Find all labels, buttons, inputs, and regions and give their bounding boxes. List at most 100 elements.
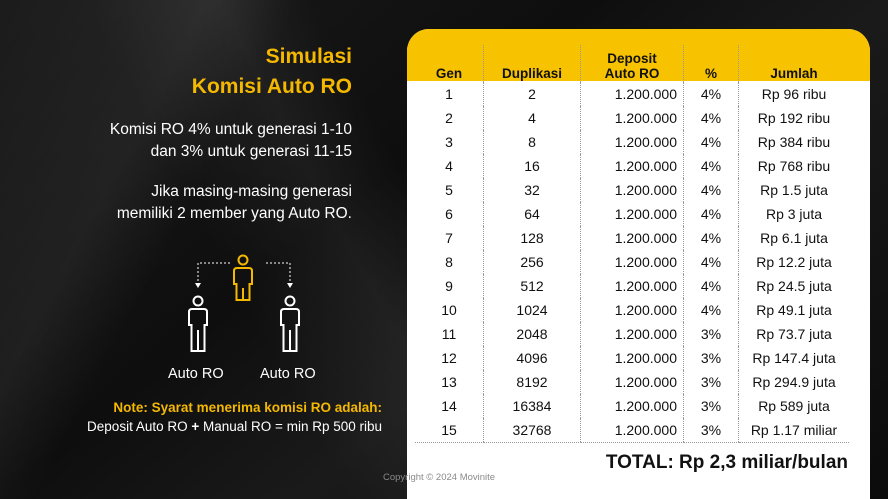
scenario-line-1: Jika masing-masing generasi (151, 183, 352, 200)
cell-percent: 3% (683, 346, 739, 370)
cell-duplikasi: 2048 (483, 322, 581, 346)
info-section: Simulasi Komisi Auto RO Komisi RO 4% unt… (0, 0, 400, 499)
child-label-left: Auto RO (168, 366, 224, 382)
table-row: 11 2048 1.200.000 3% Rp 73.7 juta (415, 322, 849, 346)
cell-duplikasi: 256 (483, 250, 581, 274)
cell-gen: 2 (445, 110, 453, 126)
cell-jumlah: Rp 73.7 juta (738, 322, 849, 346)
cell-deposit: 1.200.000 (580, 130, 684, 154)
table-row: 14 16384 1.200.000 3% Rp 589 juta (415, 394, 849, 418)
header-gen: Gen (435, 66, 463, 81)
table-row: 2 4 1.200.000 4% Rp 192 ribu (415, 106, 849, 130)
child-label-right: Auto RO (260, 366, 316, 382)
cell-gen: 14 (441, 398, 457, 414)
cell-percent: 3% (683, 394, 739, 418)
cell-jumlah: Rp 6.1 juta (738, 226, 849, 250)
table-header-row: Gen Duplikasi Deposit Auto RO % Jumlah (415, 45, 849, 82)
cell-duplikasi: 32768 (483, 418, 581, 443)
cell-gen: 5 (445, 182, 453, 198)
commission-table-panel: Gen Duplikasi Deposit Auto RO % Jumlah 1… (407, 29, 870, 499)
cell-percent: 4% (683, 154, 739, 178)
header-jumlah: Jumlah (738, 45, 849, 82)
cell-jumlah: Rp 768 ribu (738, 154, 849, 178)
cell-jumlah: Rp 294.9 juta (738, 370, 849, 394)
cell-deposit: 1.200.000 (580, 250, 684, 274)
cell-jumlah: Rp 24.5 juta (738, 274, 849, 298)
cell-deposit: 1.200.000 (580, 106, 684, 130)
table-row: 3 8 1.200.000 4% Rp 384 ribu (415, 130, 849, 154)
commission-table: Gen Duplikasi Deposit Auto RO % Jumlah 1… (415, 45, 849, 443)
cell-deposit: 1.200.000 (580, 298, 684, 322)
cell-gen: 13 (441, 374, 457, 390)
cell-duplikasi: 4096 (483, 346, 581, 370)
cell-deposit: 1.200.000 (580, 394, 684, 418)
cell-gen: 10 (441, 302, 457, 318)
total-commission: TOTAL: Rp 2,3 miliar/bulan (605, 452, 848, 473)
table-row: 12 4096 1.200.000 3% Rp 147.4 juta (415, 346, 849, 370)
table-row: 4 16 1.200.000 4% Rp 768 ribu (415, 154, 849, 178)
note-title: Note: Syarat menerima komisi RO adalah: (113, 400, 382, 415)
cell-deposit: 1.200.000 (580, 226, 684, 250)
child-person-right-icon (280, 295, 300, 352)
cell-deposit: 1.200.000 (580, 322, 684, 346)
cell-duplikasi: 16 (483, 154, 581, 178)
page-title: Simulasi Komisi Auto RO (192, 42, 352, 102)
title-line-2: Komisi Auto RO (191, 75, 352, 98)
note-body: Deposit Auto RO + Manual RO = min Rp 500… (87, 419, 382, 434)
child-person-left-icon (188, 295, 208, 352)
cell-percent: 4% (683, 82, 739, 106)
cell-gen: 15 (415, 418, 484, 443)
cell-deposit: 1.200.000 (580, 82, 684, 106)
cell-duplikasi: 4 (483, 106, 581, 130)
cell-percent: 3% (683, 370, 739, 394)
header-deposit-line-1: Deposit (607, 51, 657, 66)
cell-gen: 4 (445, 158, 453, 174)
cell-percent: 4% (683, 298, 739, 322)
cell-gen: 3 (445, 134, 453, 150)
cell-gen: 9 (445, 278, 453, 294)
header-deposit: Deposit Auto RO (580, 45, 684, 82)
cell-percent: 4% (683, 106, 739, 130)
cell-gen: 8 (445, 254, 453, 270)
cell-jumlah: Rp 12.2 juta (738, 250, 849, 274)
cell-deposit: 1.200.000 (580, 154, 684, 178)
cell-deposit: 1.200.000 (580, 346, 684, 370)
commission-description: Komisi RO 4% untuk generasi 1-10 dan 3% … (110, 119, 352, 163)
cell-deposit: 1.200.000 (580, 178, 684, 202)
note-plus: + (191, 419, 200, 434)
table-row: 8 256 1.200.000 4% Rp 12.2 juta (415, 250, 849, 274)
cell-deposit: 1.200.000 (580, 370, 684, 394)
cell-duplikasi: 16384 (483, 394, 581, 418)
cell-jumlah: Rp 49.1 juta (738, 298, 849, 322)
cell-jumlah: Rp 589 juta (738, 394, 849, 418)
cell-duplikasi: 8 (483, 130, 581, 154)
parent-person-icon (233, 254, 253, 301)
cell-jumlah: Rp 384 ribu (738, 130, 849, 154)
cell-deposit: 1.200.000 (580, 418, 684, 443)
cell-duplikasi: 512 (483, 274, 581, 298)
table-row: 9 512 1.200.000 4% Rp 24.5 juta (415, 274, 849, 298)
table-row: 10 1024 1.200.000 4% Rp 49.1 juta (415, 298, 849, 322)
cell-gen: 12 (441, 350, 457, 366)
cell-duplikasi: 1024 (483, 298, 581, 322)
cell-duplikasi: 128 (483, 226, 581, 250)
table-row: 7 128 1.200.000 4% Rp 6.1 juta (415, 226, 849, 250)
arrow-heads (195, 283, 293, 288)
note-part-1: Deposit Auto RO (87, 419, 188, 434)
description-line-2: dan 3% untuk generasi 11-15 (150, 143, 352, 160)
cell-percent: 4% (683, 130, 739, 154)
title-line-1: Simulasi (265, 45, 352, 68)
cell-duplikasi: 64 (483, 202, 581, 226)
cell-percent: 3% (683, 322, 739, 346)
cell-jumlah: Rp 3 juta (738, 202, 849, 226)
table-row: 1 2 1.200.000 4% Rp 96 ribu (415, 82, 849, 106)
description-line-1: Komisi RO 4% untuk generasi 1-10 (109, 121, 352, 138)
scenario-description: Jika masing-masing generasi memiliki 2 m… (117, 181, 352, 225)
table-row: 13 8192 1.200.000 3% Rp 294.9 juta (415, 370, 849, 394)
cell-percent: 4% (683, 202, 739, 226)
cell-percent: 3% (683, 418, 739, 443)
scenario-line-2: memiliki 2 member yang Auto RO. (116, 205, 352, 222)
cell-jumlah: Rp 192 ribu (738, 106, 849, 130)
cell-duplikasi: 2 (483, 82, 581, 106)
cell-deposit: 1.200.000 (580, 274, 684, 298)
